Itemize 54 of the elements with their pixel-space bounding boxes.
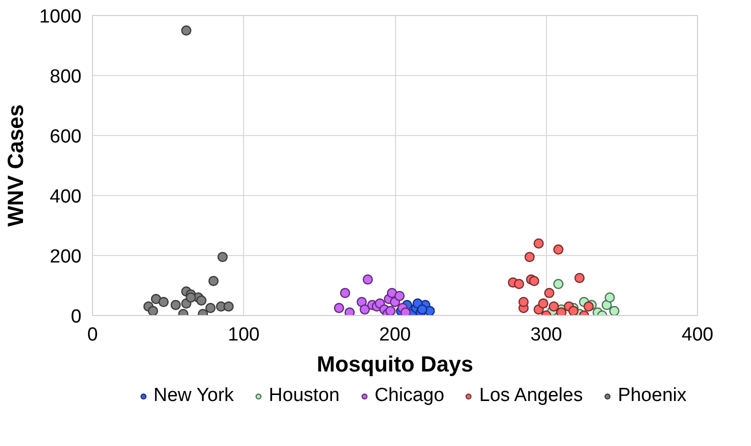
point [170,300,181,310]
point [538,298,548,309]
y-tick-label: 1000 [39,6,82,28]
point [150,294,162,304]
legend-label: Los Angeles [479,385,583,407]
point [340,288,350,298]
point [524,252,535,262]
point [400,307,411,316]
point [208,276,219,286]
y-tick-label: 400 [50,186,82,208]
point [609,306,620,316]
point [584,301,594,312]
point [514,278,524,290]
point [518,296,529,308]
point [158,296,169,308]
point [224,301,234,312]
point [148,306,158,316]
x-axis-title: Mosquito Days [316,352,474,376]
y-tick-label: 200 [50,246,82,268]
point [534,238,544,249]
y-axis-title: WNV Cases [3,104,28,227]
point [553,278,564,290]
point [548,301,559,312]
point [604,292,615,303]
x-tick-label: 300 [530,324,562,346]
point [553,244,564,255]
point [205,302,216,314]
point [529,276,540,286]
x-tick-label: 0 [87,324,98,346]
legend-label: Chicago [374,385,444,407]
legend-label: Phoenix [618,385,686,407]
y-tick-label: 0 [70,306,82,328]
point [568,306,579,316]
point [360,304,370,315]
point [334,302,344,314]
point [344,307,355,316]
point [394,290,405,302]
point [196,295,206,306]
point [217,252,228,262]
point [417,304,428,315]
point [574,272,585,284]
point [362,274,373,285]
legend-label: Houston [268,385,340,407]
point [385,306,396,316]
legend-label: New York [154,385,234,407]
y-tick-label: 800 [50,66,82,88]
y-tick-label: 600 [50,126,82,148]
point [556,307,566,316]
point [181,25,192,36]
x-tick-label: 200 [379,324,411,346]
point [186,292,196,303]
x-tick-label: 400 [682,324,714,346]
point [544,288,554,298]
x-tick-label: 100 [228,324,260,346]
